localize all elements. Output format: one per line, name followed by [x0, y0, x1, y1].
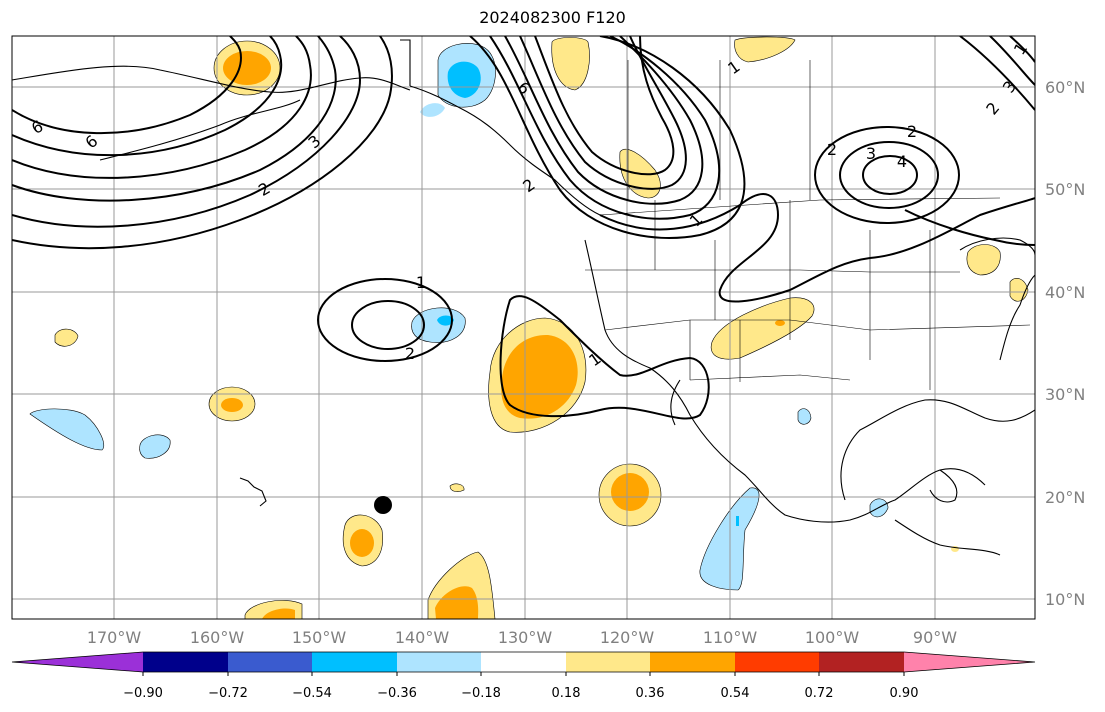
contour-label: 4 — [897, 152, 907, 171]
positive-anomaly-core — [611, 473, 649, 511]
colorbar-segment — [650, 652, 735, 672]
colorbar-tick-label: 0.54 — [721, 686, 750, 701]
colorbar-tick-label: 0.72 — [805, 686, 834, 701]
map-title: 2024082300 F120 — [479, 8, 626, 27]
latitude-label: 10°N — [1045, 590, 1085, 609]
colorbar-tick-label: −0.36 — [377, 686, 417, 701]
positive-anomaly-core — [501, 334, 578, 419]
colorbar-tick-label: 0.90 — [890, 686, 919, 701]
contour-label: 3 — [866, 144, 876, 163]
colorbar-segment — [397, 652, 481, 672]
negative-anomaly-area — [420, 103, 445, 117]
negative-anomaly-core — [447, 61, 481, 98]
positive-anomaly-area — [734, 36, 796, 63]
positive-anomaly-area — [710, 297, 815, 360]
colorbar-segment — [735, 652, 819, 672]
anomaly-fill-layer — [29, 36, 1029, 619]
colorbar-segment — [481, 652, 566, 672]
longitude-label: 110°W — [703, 628, 758, 647]
positive-anomaly-area — [449, 483, 465, 492]
anomaly-contours — [12, 36, 1035, 420]
colorbar-tick-label: 0.18 — [552, 686, 581, 701]
positive-anomaly-core — [221, 398, 243, 412]
latitude-label: 20°N — [1045, 488, 1085, 507]
colorbar-tick-label: −0.54 — [292, 686, 332, 701]
positive-anomaly-core — [775, 320, 785, 326]
longitude-label: 150°W — [292, 628, 347, 647]
colorbar-tick-labels: −0.90 −0.72 −0.54 −0.36 −0.18 0.18 0.36 … — [123, 686, 918, 701]
negative-anomaly-area — [139, 434, 171, 459]
positive-anomaly-core — [262, 608, 295, 619]
positive-anomaly-area — [54, 328, 79, 347]
colorbar-segment — [312, 652, 397, 672]
positive-anomaly-core — [435, 586, 479, 619]
longitude-label: 130°W — [498, 628, 553, 647]
negative-anomaly-core — [736, 516, 739, 526]
contour-label: 1 — [416, 273, 426, 292]
colorbar-extension-max — [904, 652, 1035, 672]
positive-anomaly-area — [966, 244, 1001, 276]
latitude-labels: 60°N 50°N 40°N 30°N 20°N 10°N — [1045, 78, 1085, 609]
colorbar-tick-label: −0.90 — [123, 686, 163, 701]
colorbar — [11, 651, 1036, 676]
negative-anomaly-core — [437, 315, 454, 326]
longitude-label: 90°W — [913, 628, 957, 647]
negative-anomaly-area — [699, 487, 760, 591]
longitude-label: 140°W — [395, 628, 450, 647]
contour-label: 2 — [907, 122, 917, 141]
latitude-label: 50°N — [1045, 180, 1085, 199]
colorbar-tick-label: −0.72 — [208, 686, 248, 701]
latitude-label: 30°N — [1045, 385, 1085, 404]
colorbar-segment — [143, 652, 228, 672]
longitude-label: 160°W — [190, 628, 245, 647]
longitude-label: 170°W — [87, 628, 142, 647]
colorbar-segment — [228, 652, 312, 672]
positive-anomaly-core — [223, 51, 271, 85]
negative-anomaly-area — [797, 408, 812, 425]
positive-anomaly-area — [551, 37, 590, 91]
longitude-labels: 170°W 160°W 150°W 140°W 130°W 120°W 110°… — [87, 628, 957, 647]
longitude-label: 120°W — [600, 628, 655, 647]
colorbar-segment — [566, 652, 650, 672]
colorbar-segment — [819, 652, 904, 672]
latitude-label: 60°N — [1045, 78, 1085, 97]
state-borders — [585, 60, 1031, 390]
colorbar-extension-min — [12, 652, 143, 672]
colorbar-tick-label: −0.18 — [461, 686, 501, 701]
latitude-label: 40°N — [1045, 283, 1085, 302]
colorbar-tick-label: 0.36 — [636, 686, 665, 701]
coastlines — [12, 39, 1035, 556]
map-frame — [11, 35, 1036, 620]
contour-label: 2 — [827, 140, 837, 159]
positive-anomaly-core — [350, 529, 374, 557]
longitude-label: 100°W — [805, 628, 860, 647]
storm-position-marker — [374, 496, 392, 514]
negative-anomaly-area — [29, 408, 105, 451]
contour-label: 2 — [405, 344, 415, 363]
